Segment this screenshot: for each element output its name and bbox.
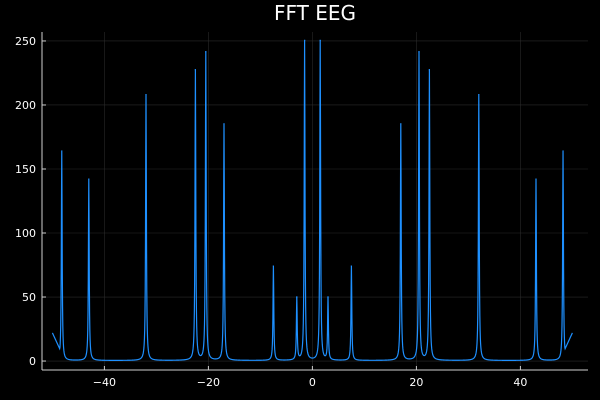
series-group: [51, 39, 573, 361]
axes: [41, 32, 588, 371]
y-tick-label: 100: [15, 227, 36, 240]
x-tick-label: −20: [197, 376, 220, 389]
y-tick-label: 250: [15, 35, 36, 48]
y-tick-label: 150: [15, 163, 36, 176]
grid-lines: [42, 32, 588, 370]
y-tick-label: 0: [29, 355, 36, 368]
x-tick-label: 20: [409, 376, 423, 389]
tick-labels: −40 −20 0 20 40 0 50 100 150 200 250: [15, 35, 527, 389]
y-tick-label: 50: [22, 291, 36, 304]
x-tick-label: −40: [93, 376, 116, 389]
x-tick-label: 40: [513, 376, 527, 389]
series-line: [51, 39, 573, 361]
y-tick-label: 200: [15, 99, 36, 112]
x-tick-label: 0: [309, 376, 316, 389]
chart-title: FFT EEG: [274, 1, 356, 25]
